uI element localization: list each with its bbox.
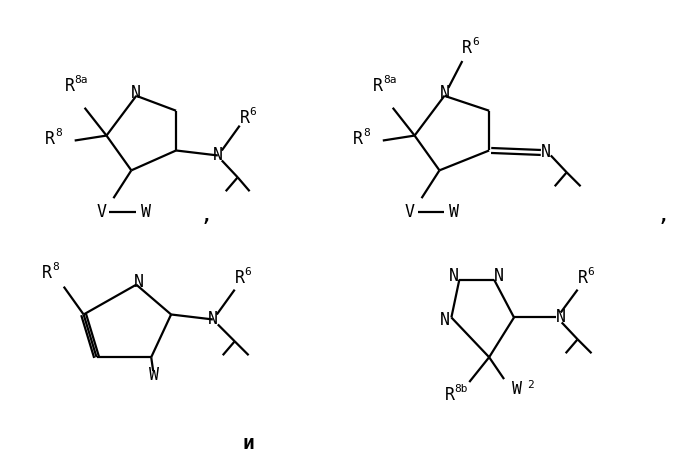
- Text: 8b: 8b: [454, 384, 468, 394]
- Text: R: R: [42, 264, 52, 282]
- Text: 8: 8: [52, 262, 59, 272]
- Text: W: W: [149, 366, 159, 384]
- Text: N: N: [449, 267, 459, 285]
- Text: R: R: [445, 386, 454, 404]
- Text: N: N: [208, 311, 218, 328]
- Text: V: V: [96, 203, 106, 221]
- Text: W: W: [449, 203, 459, 221]
- Text: 6: 6: [250, 107, 257, 117]
- Text: R: R: [577, 269, 588, 287]
- Text: R: R: [235, 269, 245, 287]
- Text: N: N: [541, 143, 551, 162]
- Text: 6: 6: [473, 37, 479, 47]
- Text: R: R: [353, 130, 363, 147]
- Text: 8a: 8a: [75, 75, 88, 85]
- Text: ,: ,: [656, 205, 670, 225]
- Text: N: N: [556, 308, 565, 327]
- Text: W: W: [141, 203, 151, 221]
- Text: R: R: [373, 77, 383, 95]
- Text: R: R: [240, 109, 250, 127]
- Text: ,: ,: [199, 205, 212, 225]
- Text: 8: 8: [363, 128, 370, 137]
- Text: N: N: [440, 84, 449, 102]
- Text: R: R: [65, 77, 75, 95]
- Text: N: N: [494, 267, 504, 285]
- Text: и: и: [243, 434, 254, 453]
- Text: N: N: [134, 273, 144, 291]
- Text: R: R: [462, 39, 473, 57]
- Text: N: N: [440, 311, 449, 329]
- Text: R: R: [45, 130, 55, 147]
- Text: V: V: [405, 203, 415, 221]
- Text: W: W: [512, 380, 522, 398]
- Text: 8: 8: [55, 128, 62, 137]
- Text: 6: 6: [245, 267, 252, 277]
- Text: 2: 2: [528, 380, 534, 390]
- Text: N: N: [212, 147, 223, 164]
- Text: 8a: 8a: [383, 75, 396, 85]
- Text: N: N: [131, 84, 141, 102]
- Text: 6: 6: [588, 267, 594, 277]
